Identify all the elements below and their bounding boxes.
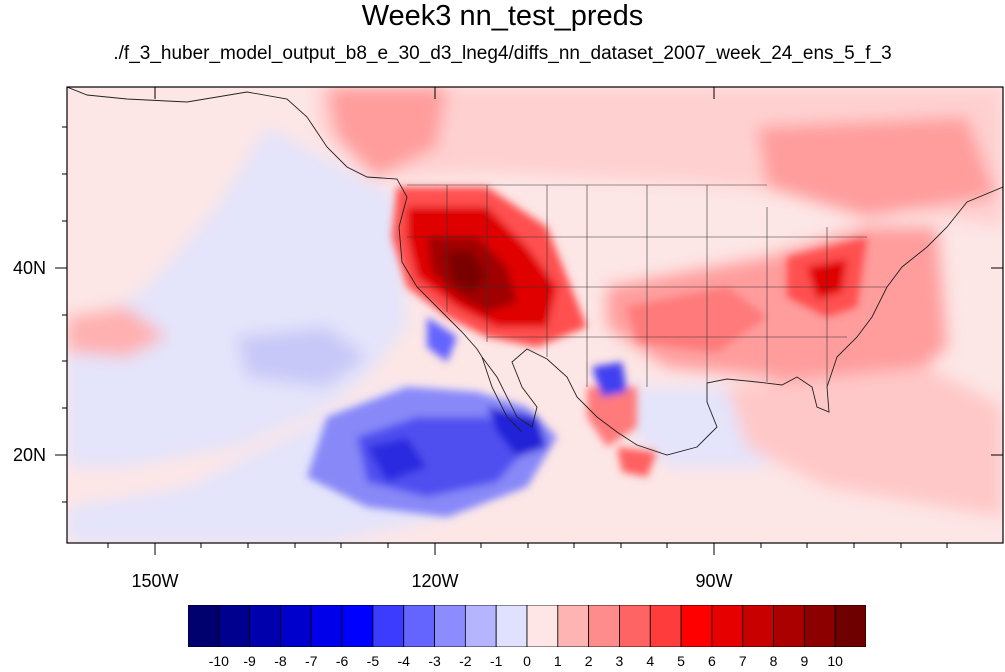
map-panel <box>67 87 1003 543</box>
state-borders <box>407 184 887 387</box>
colorbar-tick-label: -6 <box>335 653 349 669</box>
lon-label-90w: 90W <box>695 571 733 591</box>
colorbar-tick-label: -8 <box>274 653 287 669</box>
colorbar-swatch <box>680 605 713 647</box>
coastlines <box>67 87 1003 456</box>
colorbar-swatch <box>773 605 805 647</box>
colorbar-swatch <box>711 605 744 647</box>
colorbar-tick-label: -5 <box>366 653 380 669</box>
colorbar-swatch <box>434 605 466 647</box>
colorbar-swatch <box>280 605 312 647</box>
colorbar-swatch <box>495 605 528 647</box>
colorbar-tick-label: -10 <box>208 653 229 669</box>
colorbar-swatch <box>310 605 343 647</box>
colorbar-swatch <box>619 605 651 647</box>
colorbar-tick-label: -3 <box>428 653 441 669</box>
colorbar-tick-label: 2 <box>584 653 593 669</box>
colorbar-swatch <box>372 605 405 647</box>
colorbar-swatch <box>742 605 774 647</box>
colorbar-swatch <box>649 605 682 647</box>
colorbar-labels: -10 -9 -8 -7 -6 -5 -4 -3 -2 -1 0 1 2 3 4 5 6 7 8 9 10 <box>188 652 866 670</box>
colorbar-tick-label: 4 <box>646 653 655 669</box>
colorbar-tick-label: -7 <box>305 653 318 669</box>
colorbar-swatch <box>464 605 497 647</box>
colorbar-swatch <box>803 605 836 647</box>
colorbar-tick-label: 6 <box>708 653 716 669</box>
colorbar-tick-label: 8 <box>769 653 778 669</box>
colorbar-swatch <box>249 605 281 647</box>
plot-title: Week3 nn_test_preds <box>361 0 644 32</box>
colorbar-tick-label: 10 <box>827 653 843 669</box>
lat-label-40n: 40N <box>12 258 46 278</box>
colorbar <box>188 605 866 647</box>
colorbar-swatch <box>557 605 590 647</box>
colorbar-tick-label: 1 <box>553 653 562 669</box>
colorbar-swatch <box>341 605 374 647</box>
lat-label-20n: 20N <box>12 445 46 465</box>
colorbar-tick-label: -4 <box>397 653 410 669</box>
colorbar-tick-label: 5 <box>677 653 685 669</box>
colorbar-tick-label: -2 <box>459 653 472 669</box>
plot-subtitle: ./f_3_huber_model_output_b8_e_30_d3_lneg… <box>113 43 892 64</box>
colorbar-swatch <box>403 605 435 647</box>
colorbar-swatch <box>188 605 220 647</box>
lon-label-150w: 150W <box>131 571 179 591</box>
map-canvas <box>67 87 1003 543</box>
colorbar-swatch <box>588 605 620 647</box>
colorbar-tick-label: -1 <box>489 653 503 669</box>
colorbar-swatch <box>834 605 866 647</box>
colorbar-swatch <box>526 605 559 647</box>
field-detail-layer <box>307 187 867 517</box>
colorbar-tick-label: -9 <box>243 653 256 669</box>
colorbar-swatch <box>218 605 251 647</box>
colorbar-tick-label: 9 <box>800 653 809 669</box>
lon-label-120w: 120W <box>411 571 459 591</box>
colorbar-tick-label: 3 <box>615 653 624 669</box>
colorbar-tick-label: 0 <box>523 653 531 669</box>
colorbar-tick-label: 7 <box>738 653 747 669</box>
